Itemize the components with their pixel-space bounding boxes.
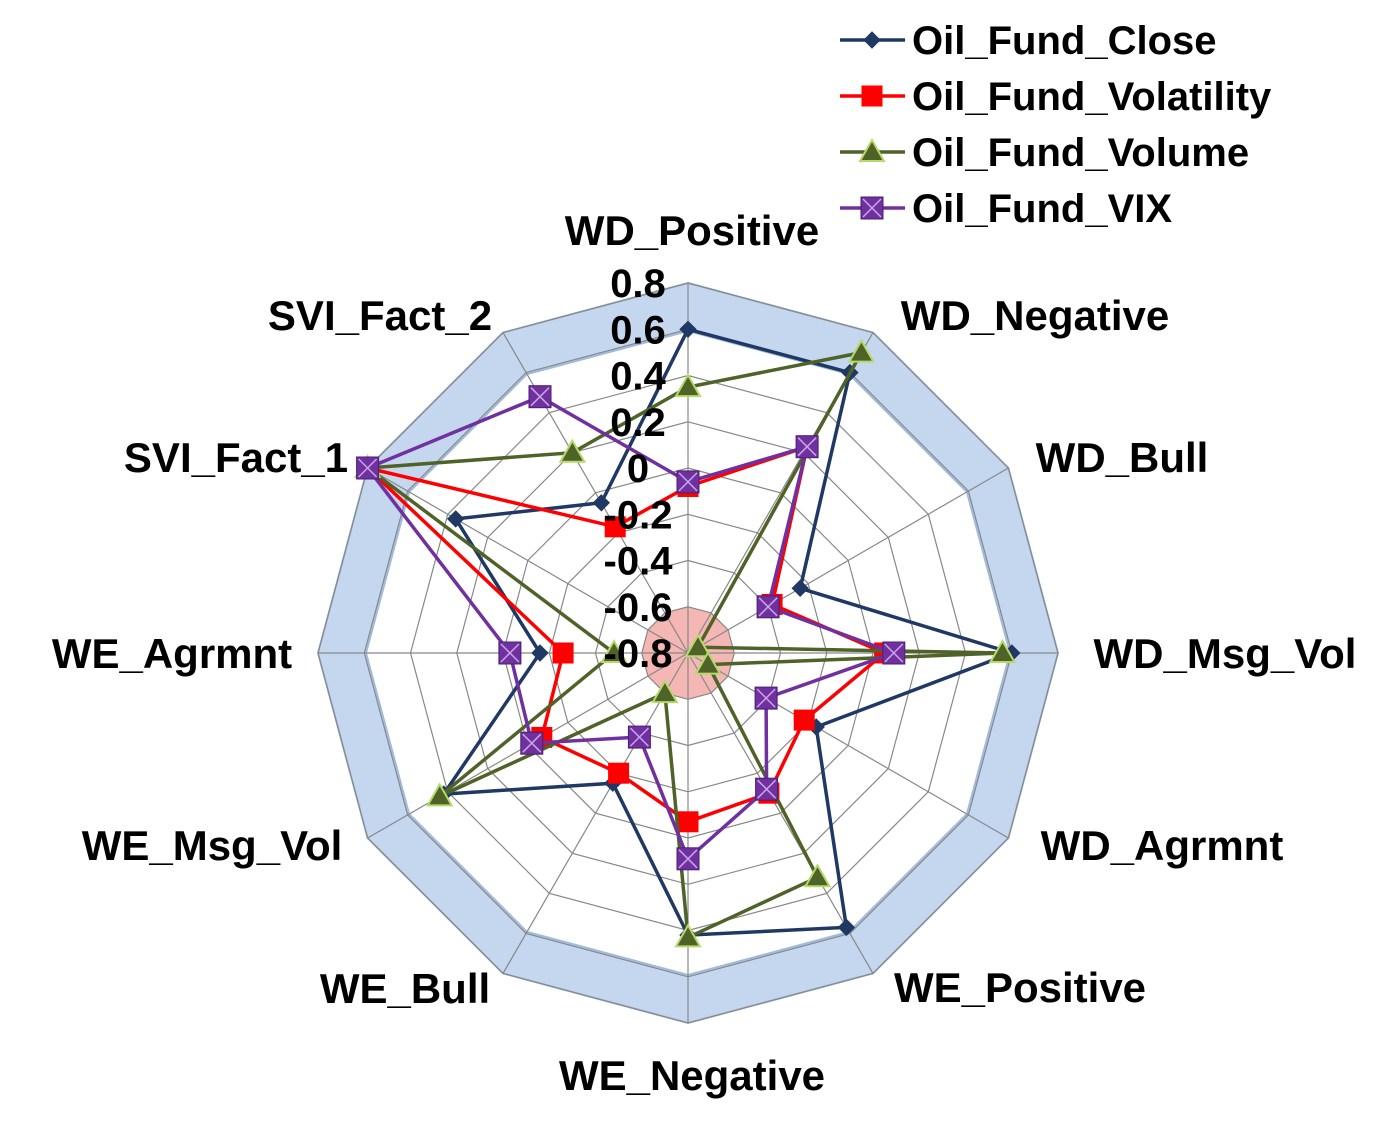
- data-point-WD_Positive: [679, 320, 697, 339]
- data-point-WD_Agrmnt: [793, 709, 815, 731]
- radial-tick-labels: 0.80.60.40.20-0.2-0.4-0.6-0.8: [604, 262, 674, 676]
- data-point-WE_Negative: [676, 847, 700, 871]
- tick-label: -0.2: [604, 493, 673, 537]
- data-point-SVI_Fact_2: [528, 385, 552, 409]
- data-point-WD_Agrmnt: [694, 650, 722, 675]
- data-point-WE_Bull: [627, 725, 651, 749]
- legend-label: Oil_Fund_Volume: [912, 131, 1249, 175]
- axis-labels: WD_Positive WD_Negative WD_Bull WD_Msg_Vol W…: [52, 207, 1357, 1099]
- legend-label: Oil_Fund_Volatility: [912, 75, 1272, 119]
- axis-label-WD_Msg_Vol: WD_Msg_Vol: [1094, 630, 1357, 677]
- data-point-WE_Bull: [608, 762, 630, 784]
- legend-item-Oil_Fund_Close: Oil_Fund_Close: [840, 19, 1217, 63]
- data-point-WE_Agrmnt: [600, 638, 628, 663]
- axis-label-WE_Negative: WE_Negative: [559, 1052, 825, 1099]
- data-point-WD_Bull: [756, 595, 780, 619]
- tick-label: 0.8: [610, 262, 666, 306]
- data-point-WD_Positive: [676, 470, 700, 494]
- axis-label-WE_Agrmnt: WE_Agrmnt: [52, 630, 292, 677]
- grid-spoke: [502, 652, 689, 974]
- legend-marker: [860, 196, 884, 220]
- axis-label-WE_Msg_Vol: WE_Msg_Vol: [82, 822, 343, 869]
- tick-label: -0.8: [604, 632, 673, 676]
- tick-label: 0.4: [610, 355, 666, 399]
- data-point-SVI_Fact_2: [604, 516, 626, 538]
- data-point-WD_Bull: [684, 633, 712, 658]
- tick-label: 0.2: [610, 401, 666, 445]
- tick-label: 0.6: [610, 308, 666, 352]
- data-point-SVI_Fact_1: [356, 456, 380, 480]
- data-series: [353, 320, 1021, 948]
- legend-item-Oil_Fund_Volatility: Oil_Fund_Volatility: [840, 75, 1272, 119]
- data-point-SVI_Fact_1: [446, 510, 465, 528]
- data-point-WE_Negative: [677, 811, 699, 833]
- data-point-WD_Agrmnt: [754, 686, 778, 710]
- legend-marker: [861, 85, 883, 107]
- axis-label-WD_Positive: WD_Positive: [565, 207, 819, 254]
- data-point-WD_Positive: [674, 373, 702, 398]
- data-point-WD_Msg_Vol: [988, 638, 1017, 663]
- data-point-WE_Msg_Vol: [425, 782, 454, 807]
- data-point-WE_Agrmnt: [498, 641, 522, 665]
- data-point-WD_Bull: [791, 579, 809, 598]
- series-Oil_Fund_VIX: [356, 385, 906, 871]
- axis-label-SVI_Fact_1: SVI_Fact_1: [124, 434, 348, 481]
- grid-spoke: [687, 467, 1009, 654]
- data-point-WE_Bull: [651, 679, 679, 704]
- tick-label: 0: [627, 447, 649, 491]
- legend-item-Oil_Fund_VIX: Oil_Fund_VIX: [840, 187, 1172, 231]
- legend-item-Oil_Fund_Volume: Oil_Fund_Volume: [840, 131, 1249, 175]
- data-point-WE_Positive: [803, 863, 832, 888]
- legend-marker: [863, 31, 881, 49]
- data-point-WE_Msg_Vol: [520, 731, 544, 755]
- axis-label-SVI_Fact_2: SVI_Fact_2: [268, 292, 492, 339]
- legend: Oil_Fund_Close Oil_Fund_Volatility Oil_Fun…: [840, 19, 1272, 231]
- data-point-WD_Negative: [795, 435, 819, 459]
- tick-label: -0.4: [604, 540, 674, 584]
- data-point-SVI_Fact_2: [558, 438, 587, 463]
- data-point-WE_Positive: [755, 777, 779, 801]
- axis-label-WE_Positive: WE_Positive: [894, 964, 1146, 1011]
- data-point-WE_Positive: [837, 918, 856, 937]
- axis-label-WE_Bull: WE_Bull: [320, 965, 490, 1012]
- grid-spoke: [687, 652, 1009, 839]
- tick-label: -0.6: [604, 586, 673, 630]
- legend-label: Oil_Fund_VIX: [912, 187, 1172, 231]
- data-point-WE_Negative: [674, 923, 702, 948]
- legend-label: Oil_Fund_Close: [912, 19, 1217, 63]
- legend-marker: [858, 137, 886, 162]
- data-point-WD_Msg_Vol: [882, 641, 906, 665]
- data-point-WE_Agrmnt: [552, 642, 574, 664]
- axis-label-WD_Negative: WD_Negative: [901, 292, 1169, 339]
- data-point-SVI_Fact_2: [592, 494, 611, 512]
- axis-label-WD_Agrmnt: WD_Agrmnt: [1041, 822, 1284, 869]
- data-point-WD_Negative: [847, 338, 876, 363]
- axis-label-WD_Bull: WD_Bull: [1036, 434, 1209, 481]
- grid-spoke: [687, 652, 874, 974]
- grid-spoke: [367, 467, 689, 654]
- data-point-WE_Agrmnt: [531, 644, 549, 662]
